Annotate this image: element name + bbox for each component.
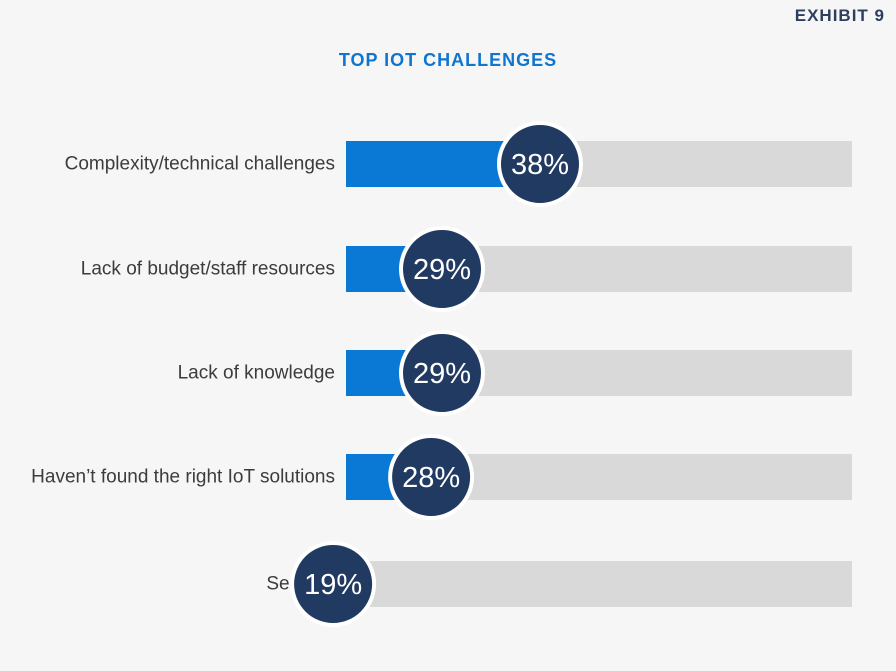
category-label: Haven’t found the right IoT solutions [31, 467, 335, 488]
value-label: 19% [304, 569, 362, 601]
value-bubble [290, 541, 377, 627]
value-bubble [399, 226, 485, 312]
value-bubble [497, 121, 583, 207]
category-label: Lack of knowledge [178, 363, 335, 384]
category-label: Lack of budget/staff resources [81, 259, 335, 280]
chart-title: TOP IOT CHALLENGES [338, 50, 558, 70]
value-label: 38% [511, 149, 569, 181]
exhibit-label: EXHIBIT 9 [794, 6, 885, 25]
value-bubble [388, 434, 475, 520]
category-label: Complexity/technical challenges [65, 154, 335, 175]
value-bubble [399, 330, 485, 416]
value-label: 28% [402, 462, 460, 494]
bar-track [346, 561, 852, 607]
value-label: 29% [413, 358, 471, 390]
value-label: 29% [413, 254, 471, 286]
